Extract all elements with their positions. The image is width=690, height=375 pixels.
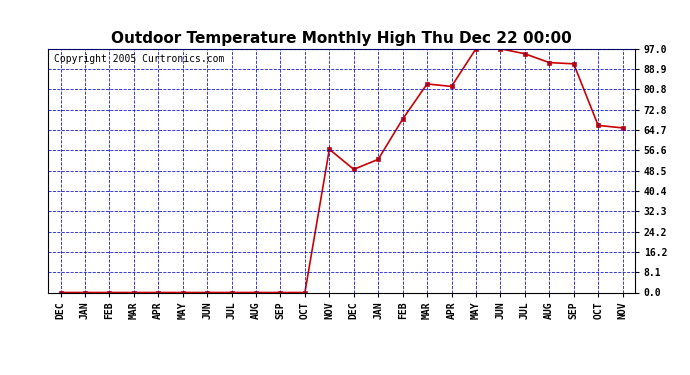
Title: Outdoor Temperature Monthly High Thu Dec 22 00:00: Outdoor Temperature Monthly High Thu Dec… [111,31,572,46]
Text: Copyright 2005 Curtronics.com: Copyright 2005 Curtronics.com [55,54,224,64]
